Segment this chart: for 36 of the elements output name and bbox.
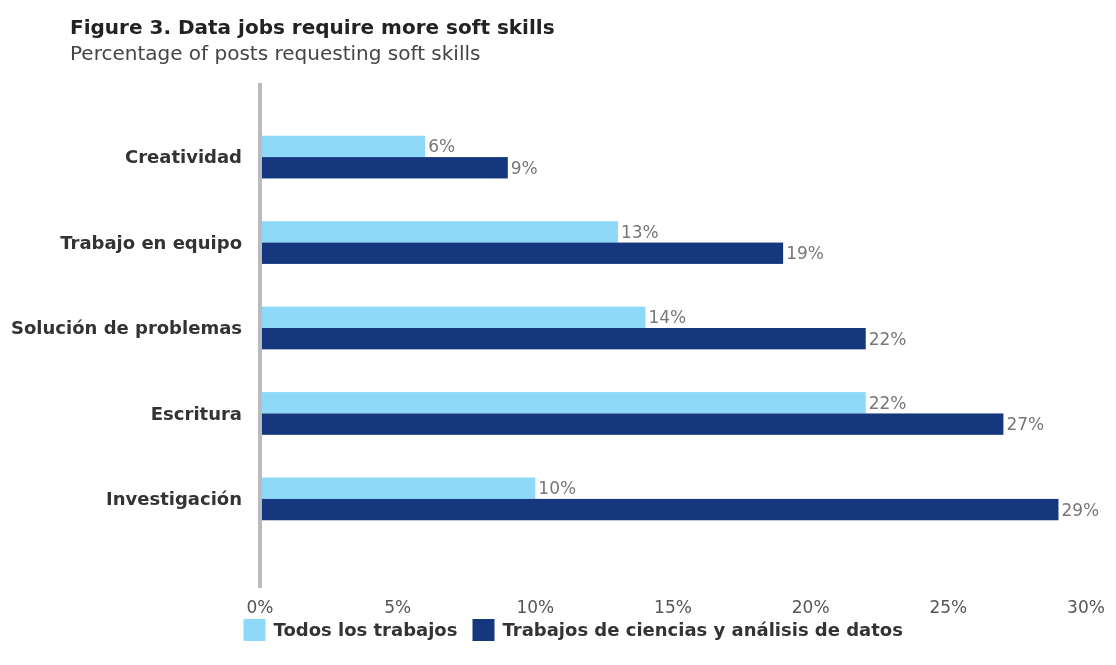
legend-label: Todos los trabajos — [273, 619, 458, 641]
data-label: 27% — [1006, 414, 1045, 435]
data-label: 6% — [428, 136, 456, 157]
x-tick-label: 10% — [516, 597, 555, 617]
bar — [260, 392, 866, 414]
data-label: 19% — [786, 243, 824, 264]
legend-label: Trabajos de ciencias y análisis de datos — [502, 619, 903, 641]
data-label: 13% — [620, 221, 659, 242]
bar — [260, 306, 646, 328]
bar — [260, 221, 618, 243]
bar — [260, 242, 784, 264]
x-tick-label: 25% — [929, 597, 968, 617]
x-tick-label: 30% — [1067, 597, 1105, 617]
y-tick-label: Solución de problemas — [11, 317, 242, 339]
chart-subtitle: Percentage of posts requesting soft skills — [70, 41, 481, 65]
data-label: 14% — [648, 307, 687, 328]
y-tick-label: Creatividad — [124, 146, 242, 168]
x-tick-label: 5% — [384, 597, 412, 617]
bar — [260, 477, 536, 499]
x-tick-label: 15% — [654, 597, 692, 617]
x-tick-label: 20% — [791, 597, 830, 617]
data-label: 22% — [868, 328, 907, 349]
bar — [260, 328, 866, 350]
data-label: 10% — [538, 478, 577, 499]
x-tick-label: 0% — [246, 597, 274, 617]
chart-title: Figure 3. Data jobs require more soft skills — [70, 15, 555, 39]
data-label: 29% — [1061, 499, 1100, 520]
data-label: 22% — [868, 392, 907, 413]
bar — [260, 157, 508, 179]
y-tick-label: Escritura — [150, 402, 242, 424]
bar — [260, 413, 1004, 435]
bar — [260, 498, 1059, 521]
bar — [260, 135, 426, 158]
y-tick-label: Investigación — [106, 488, 242, 510]
data-label: 9% — [510, 157, 538, 178]
y-tick-label: Trabajo en equipo — [60, 231, 242, 253]
